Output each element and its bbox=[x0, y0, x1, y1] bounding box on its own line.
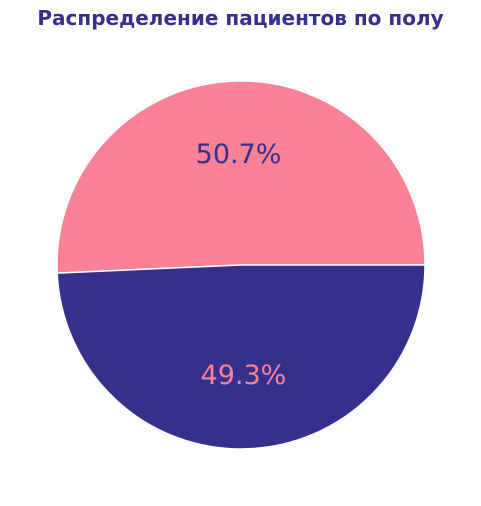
pie-slices bbox=[56, 80, 426, 450]
pie-slice-1 bbox=[56, 80, 426, 274]
pie-slice-label-1: 50.7% bbox=[196, 139, 282, 170]
pie-slice-2 bbox=[56, 264, 426, 450]
chart-title: Распределение пациентов по полу bbox=[37, 6, 444, 30]
pie-slice-label-2: 49.3% bbox=[201, 360, 287, 391]
pie-labels: 50.7% 49.3% bbox=[196, 139, 287, 391]
